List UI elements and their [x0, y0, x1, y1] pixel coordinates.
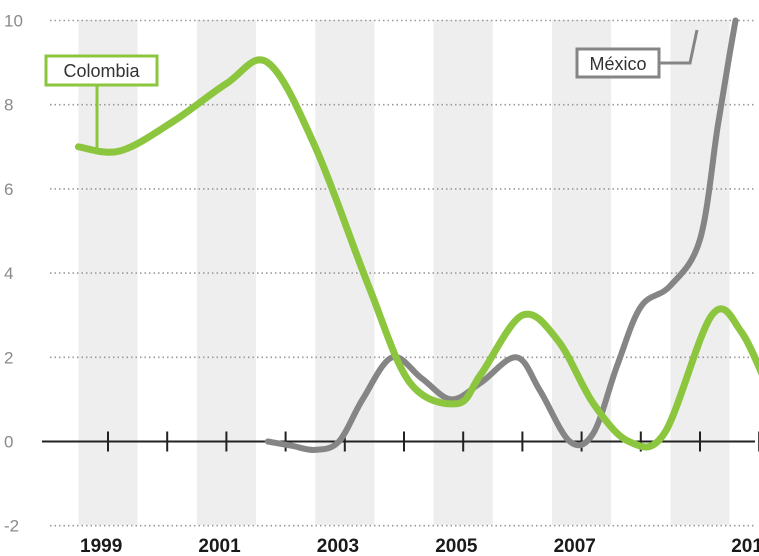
- x-tick-label: 2010: [731, 536, 759, 556]
- x-axis-tick-labels: 1999 2001 2003 2005 2007 2010: [80, 536, 759, 556]
- y-tick-label: 6: [4, 180, 13, 199]
- series-lines: [74, 17, 759, 453]
- legend-mexico-label: México: [589, 54, 646, 74]
- x-tick-label: 2001: [198, 536, 241, 556]
- y-axis-tick-labels: 10 8 6 4 2 0 -2: [4, 12, 23, 536]
- legend-mexico: México: [575, 29, 699, 79]
- x-tick-label: 2005: [435, 536, 478, 556]
- gridlines: [50, 19, 755, 527]
- legend-mexico-box: [575, 47, 661, 79]
- y-tick-label: 2: [4, 348, 13, 367]
- x-tick-label: 1999: [80, 536, 122, 556]
- y-tick-label: 10: [4, 12, 23, 31]
- legend-colombia-label: Colombia: [63, 61, 140, 81]
- x-tick-label: 2003: [317, 536, 359, 556]
- series-line-mexico: [264, 17, 739, 453]
- series-line-colombia: [74, 56, 759, 451]
- x-tick-label: 2007: [554, 536, 596, 556]
- y-tick-label: -2: [4, 517, 19, 536]
- y-tick-label: 8: [4, 96, 13, 115]
- y-tick-label: 0: [4, 433, 13, 452]
- legend-colombia: Colombia: [44, 54, 159, 148]
- legend-colombia-box: [44, 54, 159, 87]
- y-tick-label: 4: [4, 264, 13, 283]
